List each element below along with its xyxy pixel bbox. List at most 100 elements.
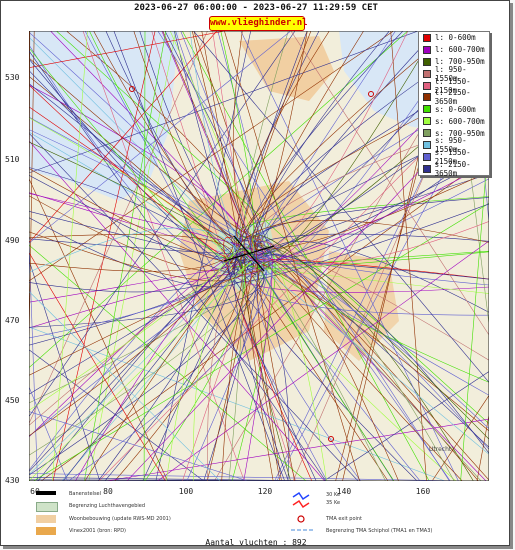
flight-track	[290, 31, 489, 336]
y-tick: 430	[5, 476, 20, 485]
flight-track	[104, 261, 270, 481]
legend-swatch	[423, 45, 431, 54]
legend-item: s: 950-1550m	[419, 135, 489, 154]
y-tick: 530	[5, 73, 20, 82]
flight-track	[113, 31, 285, 481]
flight-track	[29, 117, 233, 270]
airport-boundary-key-label: Begrenzing Luchthavengebied	[69, 503, 146, 509]
flight-track	[29, 252, 166, 481]
tma-exit-icon	[297, 515, 305, 523]
flight-track	[250, 32, 489, 264]
flight-track	[29, 84, 243, 248]
flight-track	[29, 274, 265, 476]
flight-track	[29, 167, 230, 275]
site-link[interactable]: www.vlieghinder.nl	[209, 16, 308, 31]
flight-track	[231, 252, 276, 481]
flight-track	[29, 31, 394, 282]
flight-track	[29, 31, 296, 417]
flight-track	[207, 247, 251, 481]
tma-exit-point	[328, 436, 334, 442]
flight-track	[29, 270, 263, 376]
legend-swatch	[423, 33, 431, 42]
y-tick: 510	[5, 155, 20, 164]
flight-track	[29, 241, 245, 411]
flight-count: Aantal vluchten : 892	[205, 538, 307, 547]
flight-track	[29, 31, 291, 244]
legend-item: s: 0-600m	[419, 103, 489, 115]
flight-track	[33, 203, 489, 481]
flight-track	[29, 36, 257, 271]
legend-label: s: 950-1550m	[434, 135, 467, 154]
runway-key-label: Banenstelsel	[69, 491, 102, 497]
legend-item: s: 2150-3650m	[419, 160, 489, 178]
flight-track	[233, 246, 289, 481]
legend-swatch	[423, 164, 431, 173]
legend-label: l: 0-600m	[435, 33, 476, 43]
flight-track	[476, 414, 489, 481]
flight-track	[221, 274, 255, 481]
flight-track	[29, 129, 266, 260]
legend-swatch	[423, 69, 431, 78]
legend-label: l: 2150-3650m	[434, 88, 471, 107]
flight-track	[256, 242, 295, 481]
flight-track	[29, 473, 469, 481]
flight-track	[257, 233, 489, 244]
flight-track	[460, 135, 489, 481]
flight-track	[29, 70, 266, 243]
flight-track	[29, 267, 255, 437]
x-tick: 120	[257, 487, 273, 496]
tma-exit-point	[368, 91, 374, 97]
legend-item: l: 0-600m	[419, 32, 489, 44]
legend-swatch	[423, 152, 431, 161]
tma-exit-point	[129, 86, 135, 92]
flight-track	[29, 57, 263, 240]
flight-track	[234, 31, 312, 276]
flight-track	[29, 349, 204, 481]
legend-label: l: 600-700m	[435, 45, 485, 55]
flight-track	[217, 31, 270, 259]
flight-track	[193, 31, 489, 383]
flight-track	[66, 31, 259, 252]
flight-track	[29, 477, 330, 481]
flight-track	[84, 250, 249, 481]
flight-track	[241, 220, 489, 243]
flight-tracks	[29, 31, 489, 481]
flight-track	[255, 245, 489, 448]
flight-track	[262, 238, 327, 481]
flight-track	[29, 260, 256, 339]
legend-swatch	[423, 57, 431, 66]
legend-label: l: 950-1550m	[434, 64, 467, 83]
flight-track	[169, 31, 255, 256]
flight-track	[431, 395, 489, 481]
legend-label: s: 0-600m	[435, 104, 476, 114]
flight-track	[29, 106, 268, 267]
urban-area-north	[239, 36, 334, 101]
flight-track	[29, 240, 38, 481]
legend-swatch	[423, 129, 431, 138]
flight-track	[157, 31, 450, 481]
flight-track	[29, 326, 446, 481]
legend-item: s: 700-950m	[419, 127, 489, 139]
flight-track	[233, 246, 489, 455]
flight-track	[29, 140, 325, 481]
flight-track	[193, 31, 264, 271]
altitude-legend: l: 0-600m l: 600-700m l: 700-950m l: 950-15…	[418, 31, 490, 178]
airport-boundary-swatch	[36, 502, 58, 512]
legend-swatch	[423, 81, 431, 90]
flight-track	[144, 254, 245, 481]
flight-track	[250, 254, 489, 454]
town-label: Utrecht	[429, 446, 452, 453]
legend-label: l: 700-950m	[435, 57, 485, 67]
flight-track	[29, 238, 265, 255]
vinex-key-label: Vinex2001 (bron: RPD)	[69, 528, 126, 534]
flight-track	[166, 249, 256, 481]
flight-track	[246, 162, 489, 262]
flight-track	[29, 193, 263, 256]
y-tick: 450	[5, 396, 20, 405]
legend-item: s: 1550-2150m	[419, 148, 489, 166]
legend-label: s: 700-950m	[435, 128, 485, 138]
flight-track	[232, 259, 489, 432]
flight-track	[29, 261, 245, 303]
time-range-title: 2023-06-27 06:00:00 - 2023-06-27 11:29:5…	[134, 3, 378, 13]
